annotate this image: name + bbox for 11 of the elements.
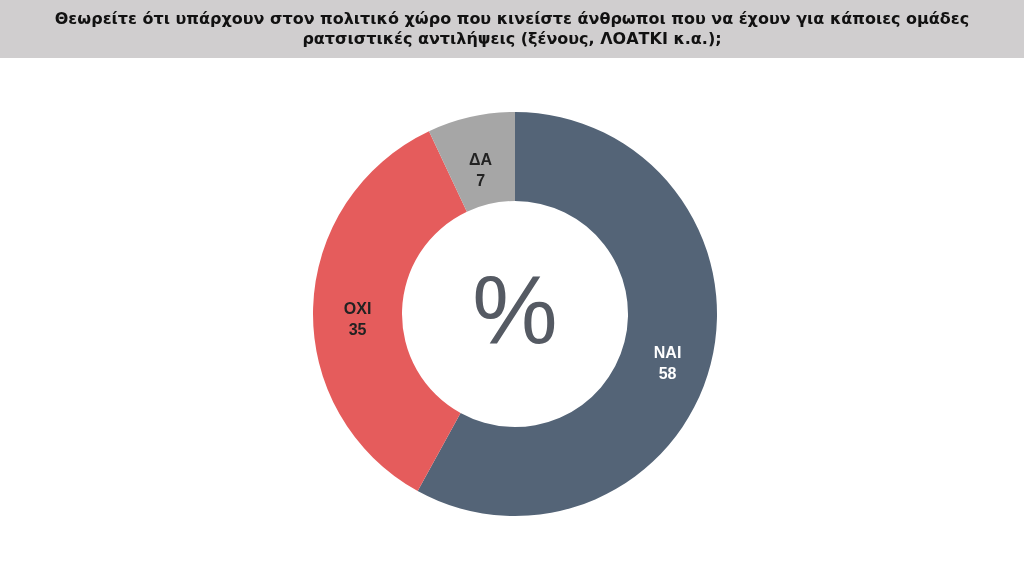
donut-slice: [417, 112, 717, 516]
slice-label: ΟΧΙ: [343, 300, 372, 318]
data-label: 58: [658, 365, 677, 383]
slice-label: ΝΑΙ: [653, 344, 682, 362]
donut-slice: [428, 112, 515, 212]
text: %: [472, 256, 558, 363]
data-label: 7: [476, 172, 486, 190]
chart-title: Θεωρείτε ότι υπάρχουν στον πολιτικό χώρο που κινείστε άνθρωποι που να έχουν για κάποιες ομάδες ρατσιστικές αντιλήψεις (ξένους, ΛΟΑΤΚΙ κ.α.);: [54, 9, 970, 48]
data-label: 35: [348, 321, 367, 339]
slice-label: ΔΑ: [469, 151, 493, 169]
donut-slice: [313, 131, 467, 492]
